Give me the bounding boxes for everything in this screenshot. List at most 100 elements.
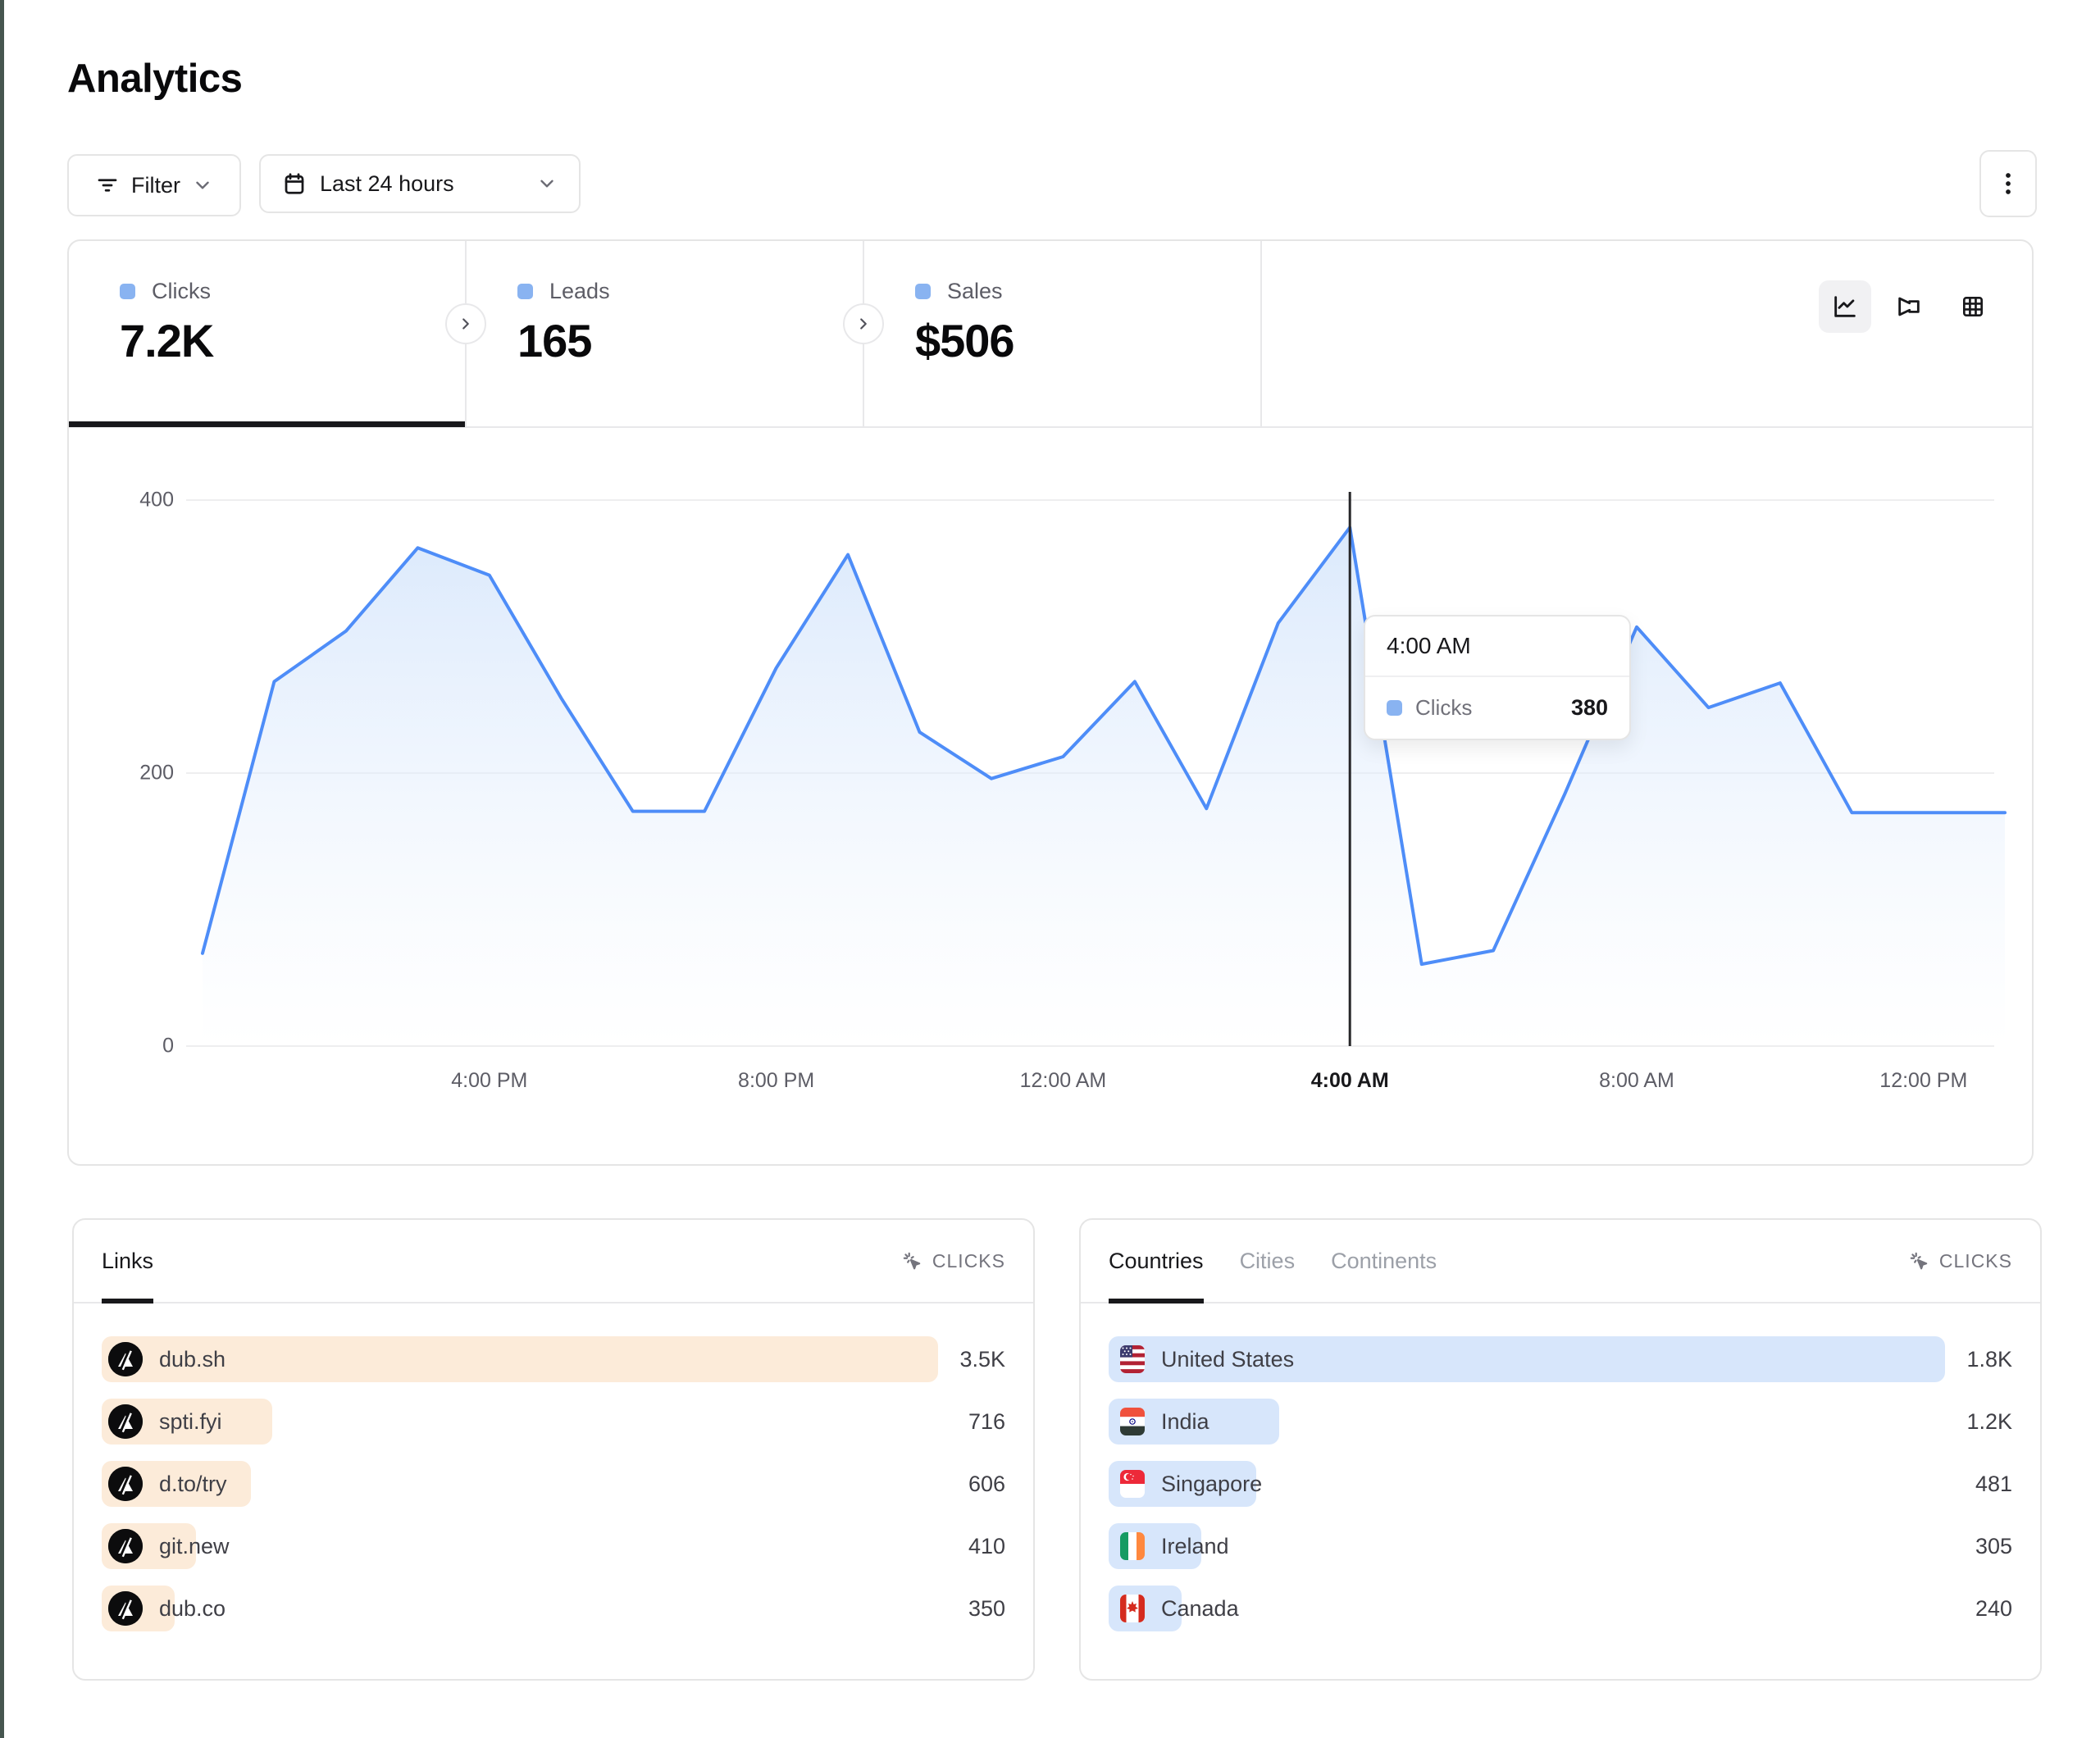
link-label: git.new [159, 1533, 230, 1558]
line-chart-icon [1831, 293, 1859, 321]
date-range-button[interactable]: Last 24 hours [259, 154, 581, 213]
country-row[interactable]: Ireland 305 [1109, 1523, 2012, 1569]
funnel-chart-icon [1895, 293, 1923, 321]
tooltip-series-row: Clicks 380 [1365, 677, 1629, 739]
analytics-chart-card: Clicks 7.2K Leads 165 Sales $506 [67, 239, 2034, 1166]
area-chart-svg [186, 492, 2007, 1047]
tab-cities[interactable]: Cities [1240, 1220, 1296, 1302]
x-axis-label: 4:00 AM [1310, 1069, 1389, 1092]
active-tab-underline [102, 1299, 154, 1304]
funnel-step-chevron-icon[interactable] [445, 303, 486, 344]
country-row[interactable]: United States 1.8K [1109, 1336, 2012, 1382]
dub-logo-avatar [108, 1529, 143, 1563]
country-row-content: India [1115, 1399, 1209, 1445]
metric-tab-label: Clicks [152, 279, 211, 303]
link-value: 410 [968, 1533, 1005, 1558]
link-row-content: spti.fyi [108, 1399, 222, 1445]
metric-tab-sales[interactable]: Sales $506 [864, 241, 1260, 428]
page-title: Analytics [67, 57, 243, 101]
country-bar [1109, 1336, 1945, 1382]
country-row-content: Ireland [1115, 1523, 1229, 1569]
country-label: United States [1161, 1346, 1295, 1372]
funnel-chart-view-button[interactable] [1883, 280, 1935, 333]
link-label: dub.sh [159, 1346, 226, 1372]
tab-divider [1260, 241, 1262, 428]
dub-logo-avatar [108, 1591, 143, 1626]
country-value: 240 [1975, 1595, 2012, 1621]
country-row[interactable]: India 1.2K [1109, 1399, 2012, 1445]
metric-tab-clicks[interactable]: Clicks 7.2K [69, 241, 465, 428]
funnel-step-chevron-icon[interactable] [843, 303, 884, 344]
country-row[interactable]: Canada 240 [1109, 1586, 2012, 1631]
countries-metric-label: CLICKS [1938, 1249, 2012, 1272]
table-view-button[interactable] [1947, 280, 1999, 333]
links-panel-header: Links CLICKS [74, 1220, 1033, 1304]
link-row[interactable]: d.to/try 606 [102, 1461, 1005, 1507]
links-metric-header[interactable]: CLICKS [901, 1250, 1005, 1272]
dub-logo-avatar [108, 1404, 143, 1439]
link-row[interactable]: spti.fyi 716 [102, 1399, 1005, 1445]
link-label: d.to/try [159, 1471, 227, 1496]
filter-button-label: Filter [131, 172, 180, 198]
link-row[interactable]: git.new 410 [102, 1523, 1005, 1569]
more-options-button[interactable] [1979, 150, 2037, 217]
sales-legend-swatch [915, 284, 931, 299]
filter-button[interactable]: Filter [67, 154, 241, 216]
link-label: spti.fyi [159, 1408, 222, 1434]
dub-logo-avatar [108, 1467, 143, 1501]
y-axis-label: 400 [139, 488, 174, 512]
link-value: 716 [968, 1408, 1005, 1434]
countries-panel: Countries Cities Continents CLICKS United … [1079, 1218, 2042, 1681]
links-rows: dub.sh 3.5K spti.fyi 716 d.to/try 606 git.new 4… [102, 1336, 1005, 1648]
link-row-content: dub.sh [108, 1336, 225, 1382]
link-row-content: dub.co [108, 1586, 225, 1631]
tab-label: Cities [1239, 1248, 1296, 1273]
chevron-down-icon [192, 175, 213, 196]
line-chart-view-button[interactable] [1819, 280, 1871, 333]
kebab-menu-icon [1996, 170, 2020, 198]
x-axis-label: 8:00 PM [738, 1069, 815, 1092]
link-row-content: d.to/try [108, 1461, 227, 1507]
tab-label: Continents [1331, 1248, 1437, 1273]
sg-flag-icon [1120, 1470, 1145, 1498]
dub-logo-avatar [108, 1342, 143, 1376]
metric-tab-value: 7.2K [120, 315, 214, 366]
tab-countries[interactable]: Countries [1109, 1220, 1204, 1304]
cursor-click-icon [1908, 1250, 1929, 1272]
cursor-click-icon [901, 1250, 922, 1272]
country-row-content: United States [1115, 1336, 1294, 1382]
tab-label: Countries [1109, 1248, 1204, 1273]
link-row[interactable]: dub.co 350 [102, 1586, 1005, 1631]
table-grid-icon [1960, 293, 1986, 320]
link-label: dub.co [159, 1595, 226, 1621]
leads-legend-swatch [517, 284, 533, 299]
metric-tab-leads[interactable]: Leads 165 [467, 241, 863, 428]
tab-continents[interactable]: Continents [1331, 1220, 1437, 1302]
metric-tab-value: $506 [915, 315, 1015, 366]
links-panel: Links CLICKS dub.sh 3.5K spti.fyi 716 d.to/t… [72, 1218, 1035, 1681]
tab-links[interactable]: Links [102, 1220, 154, 1304]
window-edge-accent [0, 0, 4, 1738]
country-label: India [1161, 1408, 1209, 1434]
country-row-content: Canada [1115, 1586, 1239, 1631]
active-tab-underline [69, 421, 465, 427]
ca-flag-icon [1120, 1595, 1145, 1622]
clicks-legend-swatch [1387, 700, 1402, 716]
link-row[interactable]: dub.sh 3.5K [102, 1336, 1005, 1382]
clicks-time-series-chart[interactable]: 0 200 400 4:00 PM 8:00 PM 12:00 AM 4:00 AM 8:0… [69, 428, 2035, 1166]
metric-tab-value: 165 [517, 315, 592, 366]
x-axis-label: 12:00 AM [1019, 1069, 1107, 1092]
calendar-icon [282, 171, 307, 196]
y-axis-label: 200 [139, 761, 174, 785]
countries-panel-header: Countries Cities Continents CLICKS [1081, 1220, 2040, 1304]
link-value: 350 [968, 1595, 1005, 1621]
y-axis-label: 0 [162, 1034, 174, 1058]
tooltip-series-label: Clicks [1415, 695, 1473, 720]
country-row[interactable]: Singapore 481 [1109, 1461, 2012, 1507]
countries-metric-header[interactable]: CLICKS [1908, 1250, 2012, 1272]
country-label: Singapore [1161, 1471, 1263, 1496]
link-bar [102, 1336, 938, 1382]
x-axis-label: 4:00 PM [451, 1069, 528, 1092]
link-value: 3.5K [959, 1346, 1005, 1372]
